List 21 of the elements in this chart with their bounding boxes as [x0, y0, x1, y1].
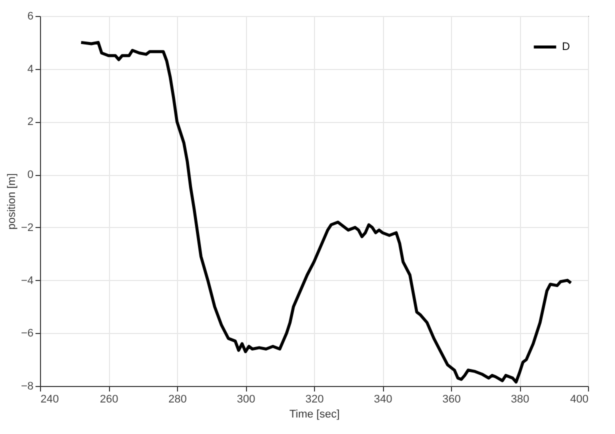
x-tick-label: 380 [510, 394, 530, 406]
y-tick-label: 4 [27, 63, 34, 76]
y-tick-label: −6 [20, 328, 34, 340]
y-tick-label: −2 [20, 222, 34, 234]
x-tick-label: 360 [442, 394, 461, 406]
y-tick-label: −4 [20, 274, 34, 287]
x-tick-label: 300 [236, 394, 256, 406]
x-tick-label: 340 [374, 394, 392, 406]
x-axis-title: Time [sec] [289, 408, 340, 420]
y-axis-title: position [m] [6, 173, 18, 230]
x-tick-label: 320 [305, 394, 324, 406]
y-tick-label: 6 [27, 10, 34, 22]
x-tick-label: 260 [100, 394, 118, 406]
x-tick-label: 240 [40, 394, 59, 406]
x-tick-label: 400 [570, 394, 588, 406]
line-series [80, 40, 572, 384]
y-tick-label: −8 [20, 380, 34, 392]
y-tick-label: 0 [27, 169, 34, 182]
legend-label: D [562, 41, 570, 53]
y-tick-label: 2 [27, 116, 34, 128]
x-tick-label: 280 [168, 394, 187, 406]
